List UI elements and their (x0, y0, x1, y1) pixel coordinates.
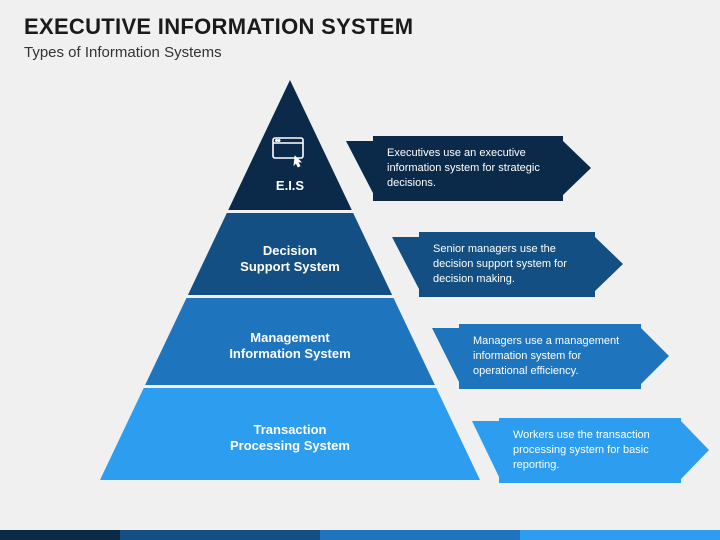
footer-bar (0, 530, 720, 540)
footer-segment-1 (0, 530, 120, 540)
footer-segment-2 (120, 530, 320, 540)
callout-tail (595, 237, 623, 291)
pyramid-level-label: DecisionSupport System (100, 243, 480, 276)
footer-segment-3 (320, 530, 520, 540)
callout-level-4: Workers use the transaction processing s… (472, 418, 709, 483)
page-title: EXECUTIVE INFORMATION SYSTEM (24, 14, 696, 40)
callout-tail (563, 141, 591, 195)
header: EXECUTIVE INFORMATION SYSTEM Types of In… (0, 0, 720, 65)
pyramid-level-label: ManagementInformation System (100, 330, 480, 363)
pyramid-level-2: DecisionSupport System (100, 213, 480, 295)
pyramid-level-3: ManagementInformation System (100, 298, 480, 385)
pyramid-level-label: TransactionProcessing System (100, 422, 480, 455)
callout-tail (681, 421, 709, 479)
pyramid-diagram: Executives use an executive information … (0, 80, 720, 500)
pyramid-level-4: TransactionProcessing System (100, 388, 480, 480)
page-subtitle: Types of Information Systems (24, 44, 696, 61)
callout-tail (641, 328, 669, 384)
pyramid-level-1: E.I.S (100, 80, 480, 210)
footer-segment-4 (520, 530, 720, 540)
pyramid-level-label: E.I.S (100, 178, 480, 194)
pyramid: E.I.S DecisionSupport System ManagementInf… (100, 80, 480, 480)
monitor-cursor-icon (271, 136, 309, 173)
callout-text: Managers use a management information sy… (459, 324, 641, 389)
callout-text: Workers use the transaction processing s… (499, 418, 681, 483)
